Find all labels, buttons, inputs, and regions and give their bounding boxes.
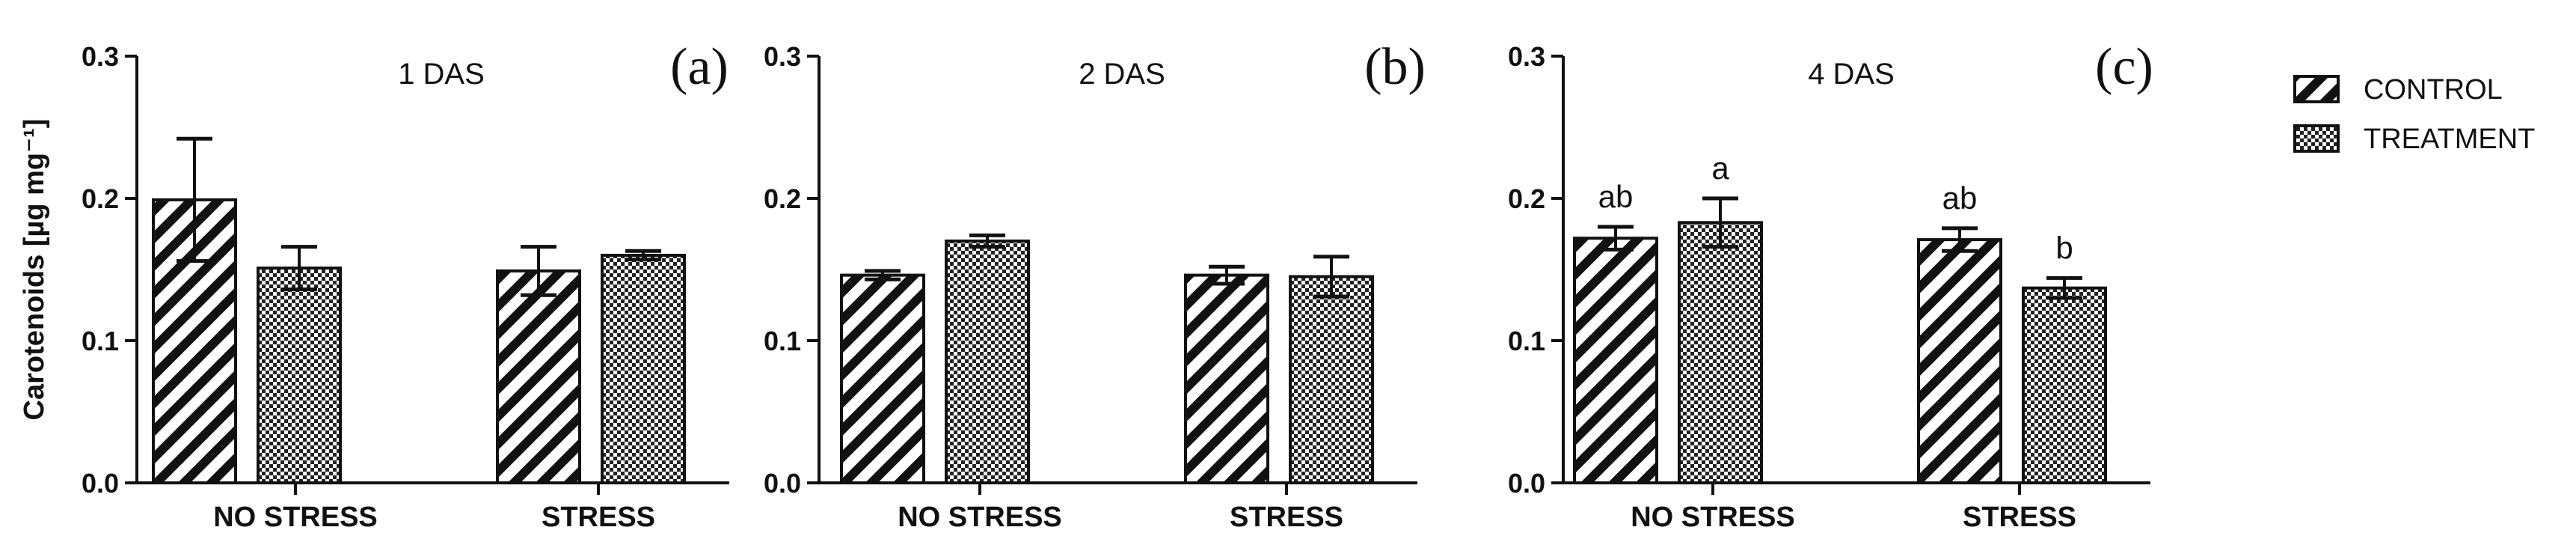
bar-treatment — [2022, 286, 2107, 484]
x-category-label: NO STRESS — [213, 502, 378, 533]
legend-label-treatment: TREATMENT — [2364, 124, 2535, 155]
panels: Carotenoids [µg mg⁻¹] 0.0 0.1 0.2 0.3 NO STRE… — [19, 38, 2153, 533]
x-category-label: STRESS — [1230, 502, 1343, 533]
significance-label: ab — [1942, 180, 1978, 216]
panel-title: 1 DAS — [398, 58, 485, 91]
bar-control — [496, 269, 581, 484]
significance-label: a — [1711, 150, 1729, 186]
legend-swatch-treatment — [2293, 124, 2340, 153]
panel-title: 4 DAS — [1808, 58, 1895, 91]
panel-1: 0.0 0.1 0.2 0.3 NO STRESS STRESS 1 DAS (a) — [82, 38, 729, 533]
x-category-label: STRESS — [1963, 502, 2076, 533]
panel-title: 2 DAS — [1079, 58, 1165, 91]
y-tick-label: 0.1 — [764, 326, 801, 356]
significance-label: ab — [1598, 179, 1634, 214]
y-tick-label: 0.2 — [82, 183, 119, 214]
y-tick-label: 0.3 — [1508, 41, 1545, 72]
y-tick-label: 0.3 — [82, 41, 119, 72]
x-category-label: STRESS — [542, 502, 655, 533]
bar-treatment — [945, 240, 1030, 484]
legend-swatch-control — [2293, 75, 2340, 103]
y-tick-label: 0.2 — [764, 183, 801, 214]
panel-2: 0.0 0.1 0.2 0.3 NO STRESS STRESS 2 DAS (b) — [764, 38, 1426, 533]
bar-control — [1184, 273, 1269, 484]
y-tick-label: 0.0 — [764, 468, 801, 499]
bar-control — [840, 273, 925, 484]
y-tick-label: 0.2 — [1508, 183, 1545, 214]
panel-label: (b) — [1364, 38, 1426, 96]
y-tick-label: 0.3 — [764, 41, 801, 72]
panel-label: (c) — [2095, 38, 2153, 96]
bar-treatment — [1678, 221, 1763, 484]
bar-control — [1917, 238, 2002, 484]
y-tick-label: 0.0 — [1508, 468, 1545, 499]
y-tick-label: 0.0 — [82, 468, 119, 499]
y-tick-label: 0.1 — [82, 326, 119, 356]
y-tick-label: 0.1 — [1508, 326, 1545, 356]
bar-control — [1573, 237, 1658, 484]
significance-label: b — [2055, 230, 2073, 265]
bar-treatment — [1289, 275, 1374, 484]
legend: CONTROL TREATMENT — [2293, 74, 2535, 155]
x-category-label: NO STRESS — [1631, 502, 1795, 533]
x-category-label: NO STRESS — [898, 502, 1062, 533]
bar-treatment — [601, 254, 686, 484]
y-axis-label: Carotenoids [µg mg⁻¹] — [19, 119, 50, 421]
bar-treatment — [257, 267, 342, 484]
panel-label: (a) — [670, 38, 729, 96]
legend-label-control: CONTROL — [2364, 74, 2503, 106]
